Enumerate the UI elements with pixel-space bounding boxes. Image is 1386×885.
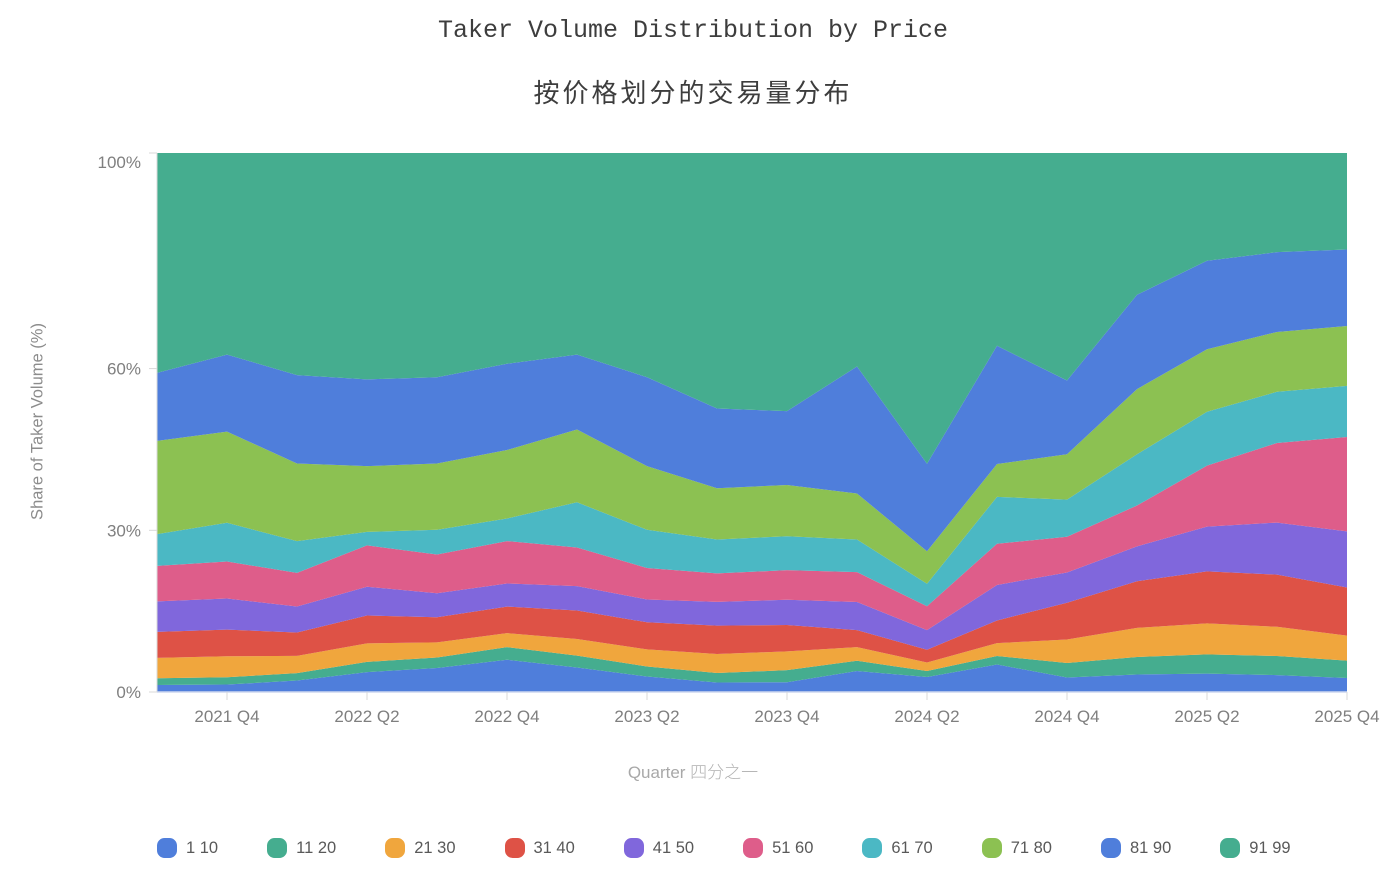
svg-text:100%: 100% (98, 153, 141, 172)
svg-text:2024 Q4: 2024 Q4 (1034, 707, 1099, 726)
svg-text:2025 Q2: 2025 Q2 (1174, 707, 1239, 726)
svg-text:60%: 60% (107, 360, 141, 379)
svg-text:2022 Q2: 2022 Q2 (334, 707, 399, 726)
svg-text:2023 Q2: 2023 Q2 (614, 707, 679, 726)
svg-text:2022 Q4: 2022 Q4 (474, 707, 539, 726)
svg-text:2023 Q4: 2023 Q4 (754, 707, 819, 726)
svg-text:0%: 0% (116, 683, 141, 702)
svg-text:2024 Q2: 2024 Q2 (894, 707, 959, 726)
svg-text:30%: 30% (107, 521, 141, 540)
svg-text:2021 Q4: 2021 Q4 (194, 707, 259, 726)
svg-text:2025 Q4: 2025 Q4 (1314, 707, 1379, 726)
